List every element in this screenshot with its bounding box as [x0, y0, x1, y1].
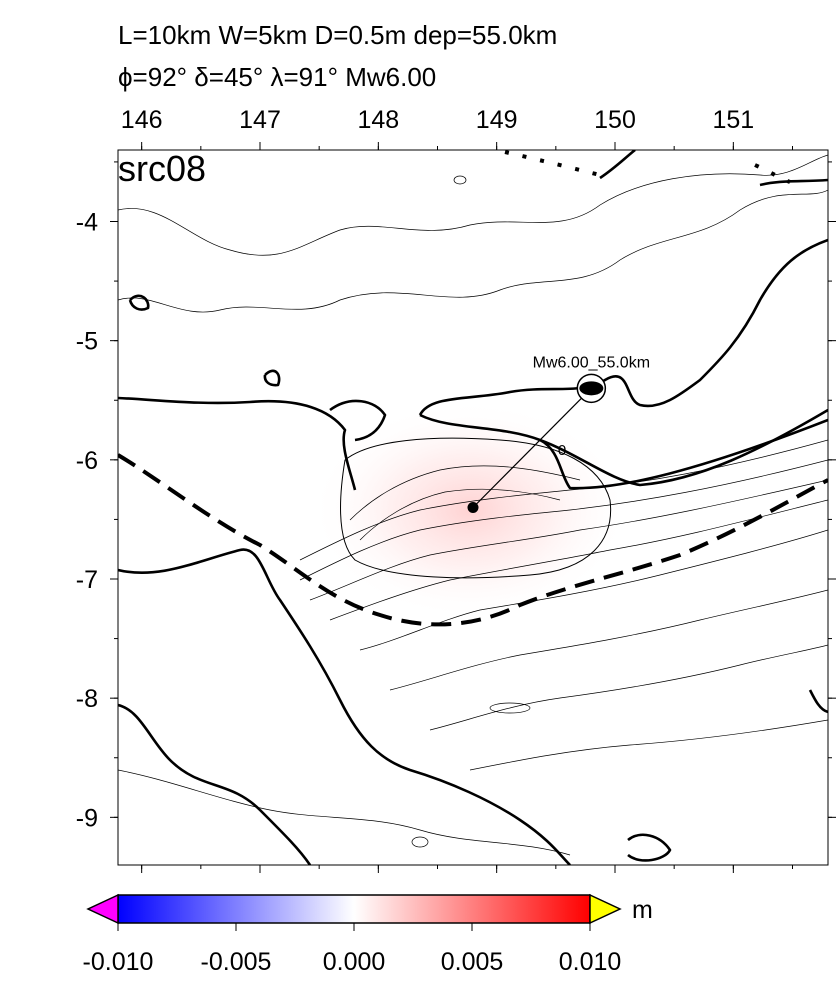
colorbar-under-triangle: [86, 893, 119, 925]
colorbar-tick-label: 0.010: [559, 948, 622, 976]
y-tick-label: -8: [76, 685, 98, 713]
map-title-line2: ϕ=92° δ=45° λ=91° Mw6.00: [118, 62, 437, 92]
map-title-line1: L=10km W=5km D=0.5m dep=55.0km: [118, 20, 558, 50]
x-tick-label: 146: [121, 106, 163, 134]
epicenter-marker: [467, 502, 479, 513]
y-tick-label: -7: [76, 566, 98, 594]
colorbar: m -0.010 -0.005 0.000 0.005 0.010: [83, 893, 653, 976]
bathymetry-contours: [118, 154, 828, 856]
dotted-boundary: [504, 150, 601, 177]
coastlines: [118, 150, 828, 865]
y-axis: -4 -5 -6 -7 -8 -9: [76, 161, 836, 832]
deformation-zero-contour: [340, 437, 612, 579]
colorbar-over-triangle: [589, 893, 622, 925]
colorbar-tick-label: -0.005: [201, 948, 272, 976]
colorbar-gradient: [117, 894, 591, 924]
x-axis: 146 147 148 149 150 151: [121, 106, 793, 873]
epicenter-beachball-connector: [472, 387, 592, 508]
y-tick-label: -9: [76, 804, 98, 832]
x-tick-label: 147: [239, 106, 281, 134]
colorbar-tick-label: 0.005: [441, 948, 504, 976]
contour-zero-label: 0: [558, 442, 566, 459]
x-tick-label: 149: [476, 106, 518, 134]
colorbar-tick-label: -0.010: [83, 948, 154, 976]
x-tick-label: 148: [357, 106, 399, 134]
panel-label: src08: [118, 148, 206, 189]
y-tick-label: -6: [76, 447, 98, 475]
beachball-label: Mw6.00_55.0km: [533, 354, 650, 371]
y-tick-label: -5: [76, 328, 98, 356]
x-tick-label: 150: [594, 106, 636, 134]
colorbar-unit: m: [632, 896, 653, 924]
x-tick-label: 151: [712, 106, 754, 134]
trench-line: [118, 453, 828, 627]
colorbar-tick-label: 0.000: [323, 948, 386, 976]
y-tick-label: -4: [76, 209, 98, 237]
focal-mechanism-beachball: [576, 373, 607, 404]
